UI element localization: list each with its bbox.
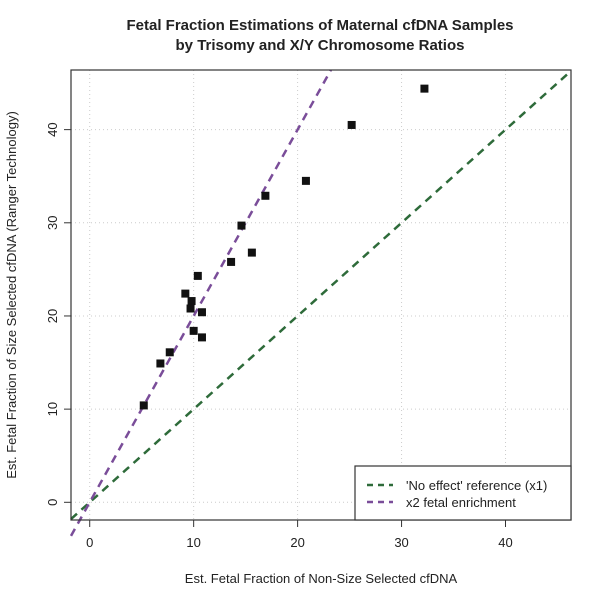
y-tick-label: 30 bbox=[45, 216, 60, 230]
reference-line-slope-2 bbox=[69, 69, 332, 537]
x-tick-label: 10 bbox=[186, 535, 200, 550]
data-point bbox=[186, 304, 195, 313]
plot-frame bbox=[70, 69, 572, 521]
data-point bbox=[189, 326, 198, 335]
data-point bbox=[197, 308, 206, 317]
x-axis-label: Est. Fetal Fraction of Non-Size Selected… bbox=[185, 571, 458, 586]
x-tick-label: 40 bbox=[498, 535, 512, 550]
y-axis-label: Est. Fetal Fraction of Size Selected cfD… bbox=[4, 111, 19, 479]
chart-title-line-1: Fetal Fraction Estimations of Maternal c… bbox=[126, 17, 513, 34]
chart-title-line-2: by Trisomy and X/Y Chromosome Ratios bbox=[176, 37, 465, 54]
legend-box bbox=[354, 465, 572, 521]
data-point bbox=[247, 248, 256, 257]
y-tick-label: 40 bbox=[45, 122, 60, 136]
legend-label-x2: x2 fetal enrichment bbox=[406, 495, 516, 510]
reference-line-slope-1 bbox=[70, 70, 572, 520]
data-point bbox=[187, 297, 196, 306]
x-tick-label: 30 bbox=[394, 535, 408, 550]
y-tick-label: 0 bbox=[45, 499, 60, 506]
x-tick-label: 20 bbox=[290, 535, 304, 550]
y-tick-label: 20 bbox=[45, 309, 60, 323]
data-point bbox=[301, 176, 310, 185]
data-point bbox=[347, 120, 356, 129]
data-point bbox=[165, 348, 174, 357]
data-point bbox=[193, 271, 202, 280]
data-point bbox=[227, 257, 236, 266]
y-tick-label: 10 bbox=[45, 402, 60, 416]
data-point bbox=[237, 221, 246, 230]
data-point bbox=[420, 84, 429, 93]
data-point bbox=[197, 333, 206, 342]
legend: 'No effect' reference (x1) x2 fetal enri… bbox=[354, 465, 572, 521]
data-point bbox=[261, 191, 270, 200]
data-point bbox=[139, 401, 148, 410]
x-tick-label: 0 bbox=[86, 535, 93, 550]
legend-label-x1: 'No effect' reference (x1) bbox=[406, 478, 547, 493]
data-point bbox=[181, 289, 190, 298]
data-point bbox=[156, 359, 165, 368]
